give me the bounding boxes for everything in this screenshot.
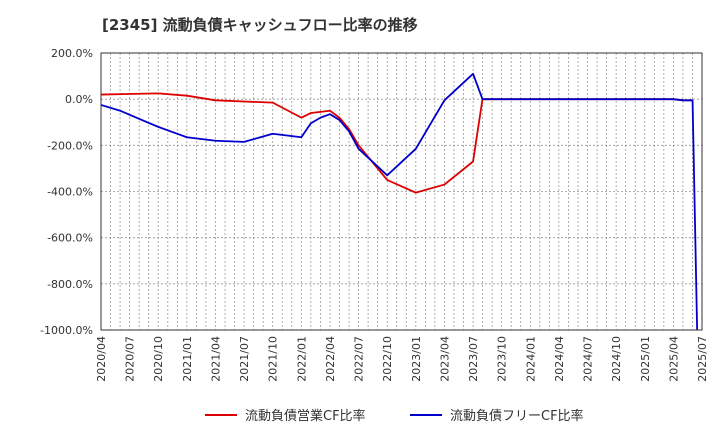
x-tick-label: 2020/07 — [124, 336, 137, 382]
x-tick-label: 2022/04 — [324, 336, 337, 382]
x-tick-label: 2022/10 — [381, 336, 394, 382]
y-tick-label: -400.0% — [47, 186, 93, 199]
x-tick-label: 2024/04 — [553, 336, 566, 382]
x-tick-label: 2023/10 — [496, 336, 509, 382]
x-tick-label: 2023/07 — [467, 336, 480, 382]
x-tick-label: 2025/07 — [696, 336, 709, 382]
legend-label-2: 流動負債フリーCF比率 — [450, 408, 584, 424]
x-tick-label: 2023/01 — [410, 336, 423, 382]
y-tick-label: -800.0% — [47, 278, 93, 291]
x-tick-label: 2024/10 — [610, 336, 623, 382]
x-tick-label: 2021/07 — [238, 336, 251, 382]
x-tick-label: 2020/10 — [152, 336, 165, 382]
legend-label-1: 流動負債営業CF比率 — [245, 408, 366, 424]
x-tick-label: 2021/01 — [181, 336, 194, 382]
x-axis-ticks: 2020/04 2020/07 2020/10 2021/01 2021/04 2021/… — [95, 336, 709, 382]
y-tick-label: -600.0% — [47, 232, 93, 245]
legend: 流動負債営業CF比率 流動負債フリーCF比率 — [205, 408, 584, 424]
x-tick-label: 2021/10 — [267, 336, 280, 382]
plot-frame — [100, 52, 703, 331]
y-tick-label: 0.0% — [65, 93, 93, 106]
grid-lines — [101, 53, 702, 330]
x-tick-label: 2021/04 — [209, 336, 222, 382]
x-tick-label: 2024/01 — [524, 336, 537, 382]
x-tick-label: 2025/01 — [639, 336, 652, 382]
series-lines — [100, 72, 699, 331]
x-tick-label: 2024/07 — [582, 336, 595, 382]
series-line-2 — [100, 72, 699, 331]
y-tick-label: 200.0% — [51, 47, 93, 60]
x-tick-label: 2023/04 — [438, 336, 451, 382]
chart-title: [2345] 流動負債キャッシュフロー比率の推移 — [102, 16, 418, 34]
y-tick-label: -200.0% — [47, 139, 93, 152]
x-tick-label: 2025/04 — [667, 336, 680, 382]
x-tick-label: 2020/04 — [95, 336, 108, 382]
y-tick-label: -1000.0% — [40, 324, 93, 337]
y-axis-ticks: 200.0% 0.0% -200.0% -400.0% -600.0% -800.0% -1… — [40, 47, 93, 337]
x-tick-label: 2022/01 — [295, 336, 308, 382]
x-tick-label: 2022/07 — [353, 336, 366, 382]
